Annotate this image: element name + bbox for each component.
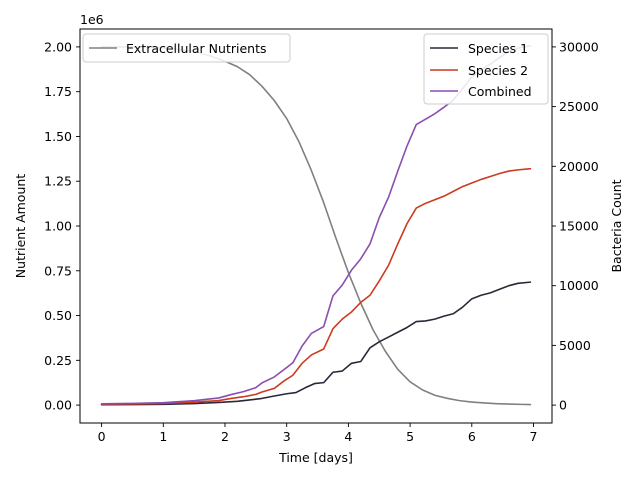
x-tick-label: 7 <box>530 429 538 444</box>
legend-left: Extracellular Nutrients <box>82 33 291 63</box>
legend-right: Species 1 Species 2 Combined <box>423 33 549 105</box>
left-tick-label: 1.75 <box>44 84 72 99</box>
left-tick-label: 1.50 <box>44 129 72 144</box>
legend-right-box <box>423 33 549 105</box>
legend-label-combined: Combined <box>468 84 532 99</box>
series-line-species-2 <box>100 167 532 405</box>
x-tick-label: 2 <box>221 429 229 444</box>
right-tick-label: 20000 <box>559 159 599 174</box>
left-tick-label: 0.00 <box>44 398 72 413</box>
legend-left-box <box>82 33 291 63</box>
x-tick-label: 5 <box>406 429 414 444</box>
left-tick-label: 0.50 <box>44 308 72 323</box>
legend-label-extracellular-nutrients: Extracellular Nutrients <box>126 41 267 56</box>
legend-label-species-2: Species 2 <box>468 63 528 78</box>
left-axis-offset-label: 1e6 <box>80 12 104 27</box>
left-tick-label: 1.00 <box>44 219 72 234</box>
x-tick-label: 0 <box>98 429 106 444</box>
left-tick-label: 2.00 <box>44 39 72 54</box>
left-axis-ticks: 0.00 0.25 0.50 0.75 1.00 1.25 1.50 1.75 2.00 <box>44 39 80 413</box>
left-axis-label: Nutrient Amount <box>13 174 28 278</box>
right-axis-label: Bacteria Count <box>609 179 624 272</box>
right-tick-label: 0 <box>559 398 567 413</box>
series-line-species-1 <box>100 281 532 406</box>
x-tick-label: 1 <box>159 429 167 444</box>
x-tick-label: 4 <box>344 429 352 444</box>
left-tick-label: 1.25 <box>44 174 72 189</box>
right-tick-label: 15000 <box>559 219 599 234</box>
right-tick-label: 25000 <box>559 99 599 114</box>
right-tick-label: 30000 <box>559 39 599 54</box>
right-axis-ticks: 0 5000 10000 15000 20000 25000 30000 <box>552 39 599 413</box>
left-tick-label: 0.75 <box>44 263 72 278</box>
legend-label-species-1: Species 1 <box>468 41 528 56</box>
right-tick-label: 10000 <box>559 278 599 293</box>
x-axis-ticks: 0 1 2 3 4 5 6 7 <box>98 423 538 444</box>
x-tick-label: 3 <box>283 429 291 444</box>
x-axis-label: Time [days] <box>278 450 353 465</box>
left-tick-label: 0.25 <box>44 353 72 368</box>
x-tick-label: 6 <box>468 429 476 444</box>
right-tick-label: 5000 <box>559 338 591 353</box>
